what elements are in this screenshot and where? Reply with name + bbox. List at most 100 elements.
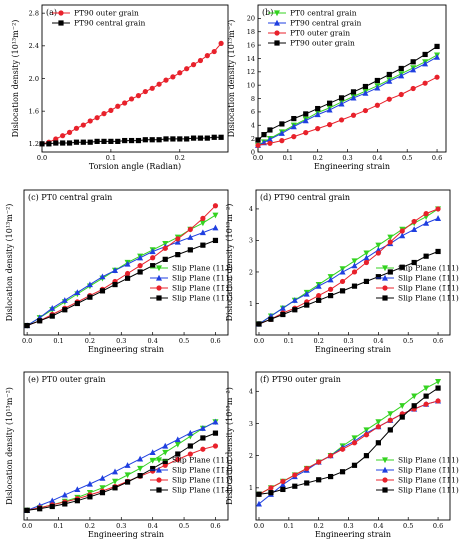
data-point xyxy=(291,134,297,140)
data-point xyxy=(291,115,297,122)
data-point xyxy=(212,237,219,244)
data-point xyxy=(87,494,93,500)
x-tick-label: 0.5 xyxy=(403,522,413,530)
data-point xyxy=(362,83,369,90)
data-point xyxy=(387,269,393,275)
data-point xyxy=(280,486,286,493)
data-point xyxy=(218,40,224,46)
data-point xyxy=(128,96,135,102)
x-tick-label: 0.1 xyxy=(53,522,63,530)
data-point xyxy=(115,138,121,144)
data-point xyxy=(174,441,181,448)
legend-swatch-marker xyxy=(58,20,64,26)
series-line xyxy=(26,227,216,326)
data-point xyxy=(290,123,297,130)
series-line xyxy=(257,45,438,141)
data-point xyxy=(137,269,143,275)
data-point xyxy=(62,501,68,507)
y-tick-label: 3 xyxy=(249,237,253,245)
data-point xyxy=(410,59,416,65)
data-point xyxy=(435,379,442,385)
data-point xyxy=(434,53,441,60)
legend-swatch-marker xyxy=(274,30,280,36)
data-point xyxy=(291,297,298,303)
chart-panel-3: 0.0 0.1 0.2 0.3 0.4 0.5 0.6 1 2 3 4 Engineering str… xyxy=(225,189,459,354)
data-point xyxy=(200,446,206,452)
legend-entry: PT90 outer grain xyxy=(74,9,139,18)
x-axis-label: Engineering strain xyxy=(315,530,391,539)
y-tick-label: 2 xyxy=(251,135,255,143)
legend-entry: Slip Plane (11̄1) xyxy=(398,294,459,303)
data-point xyxy=(279,481,286,488)
data-point xyxy=(24,322,30,329)
data-point xyxy=(280,478,286,484)
data-point xyxy=(190,62,197,68)
series-1 xyxy=(39,134,224,147)
data-point xyxy=(142,137,148,143)
data-point xyxy=(184,66,190,72)
data-point xyxy=(112,478,119,485)
data-point xyxy=(162,449,169,456)
legend-swatch-marker xyxy=(156,274,162,281)
x-axis-label: Torsion angle (Radian) xyxy=(89,162,181,171)
data-point xyxy=(99,485,106,492)
data-point xyxy=(101,138,107,144)
data-point xyxy=(327,276,334,283)
data-point xyxy=(350,89,357,95)
legend-entry: Slip Plane (1̄11) xyxy=(172,476,233,485)
data-point xyxy=(375,424,381,430)
x-tick-label: 0.0 xyxy=(253,154,263,162)
data-point xyxy=(362,107,369,114)
data-point xyxy=(66,140,73,146)
y-tick-label: 1 xyxy=(249,300,253,308)
data-point xyxy=(387,417,393,423)
legend-entry: Slip Plane (11̄1) xyxy=(398,486,459,495)
panel-label: (d) PT90 central grain xyxy=(260,193,350,202)
data-point xyxy=(279,121,285,127)
x-tick-label: 0.3 xyxy=(342,154,352,162)
legend-swatch-marker xyxy=(156,466,162,473)
data-point xyxy=(410,85,416,92)
data-point xyxy=(61,297,68,303)
plot-frame xyxy=(255,189,451,336)
data-point xyxy=(399,228,405,234)
data-point xyxy=(49,313,55,319)
data-point xyxy=(124,462,131,468)
data-point xyxy=(339,469,346,475)
data-point xyxy=(86,281,93,288)
data-point xyxy=(328,453,334,459)
legend-entry: Slip Plane (1̄1̄1) xyxy=(398,476,459,485)
data-point xyxy=(314,111,321,118)
data-point xyxy=(212,212,219,219)
legend-swatch-marker xyxy=(156,265,162,272)
series-line xyxy=(41,43,222,145)
chart-panel-1: 0.0 0.1 0.2 0.3 0.4 0.5 0.6 0 2 4 6 8 10 12 14 16 18 20 En… xyxy=(227,4,447,171)
data-point xyxy=(363,254,370,261)
x-tick-label: 0.2 xyxy=(85,337,95,345)
data-point xyxy=(204,53,210,59)
x-tick-label: 0.6 xyxy=(433,337,443,345)
data-point xyxy=(137,254,144,261)
series-line xyxy=(257,56,438,146)
data-point xyxy=(256,321,262,327)
data-point xyxy=(267,140,273,146)
legend: Slip Plane (111)Slip Plane (1̄11)Slip Pl… xyxy=(376,456,459,495)
data-point xyxy=(304,480,310,486)
legend-swatch-marker xyxy=(156,285,162,291)
legend-swatch-marker xyxy=(274,40,280,46)
data-point xyxy=(411,226,418,233)
data-point xyxy=(327,122,333,128)
y-axis-label: Dislocation density (10¹³m⁻²) xyxy=(5,387,14,505)
data-point xyxy=(435,398,441,404)
series-3 xyxy=(256,385,441,497)
data-point xyxy=(49,503,55,510)
data-point xyxy=(316,459,322,465)
data-point xyxy=(435,206,441,212)
legend-entry: PT90 outer grain xyxy=(290,39,355,48)
y-tick-label: 1 xyxy=(249,484,253,492)
data-point xyxy=(351,262,358,269)
x-tick-label: 0.3 xyxy=(343,337,353,345)
data-point xyxy=(399,414,405,420)
legend-swatch-marker xyxy=(274,19,280,26)
